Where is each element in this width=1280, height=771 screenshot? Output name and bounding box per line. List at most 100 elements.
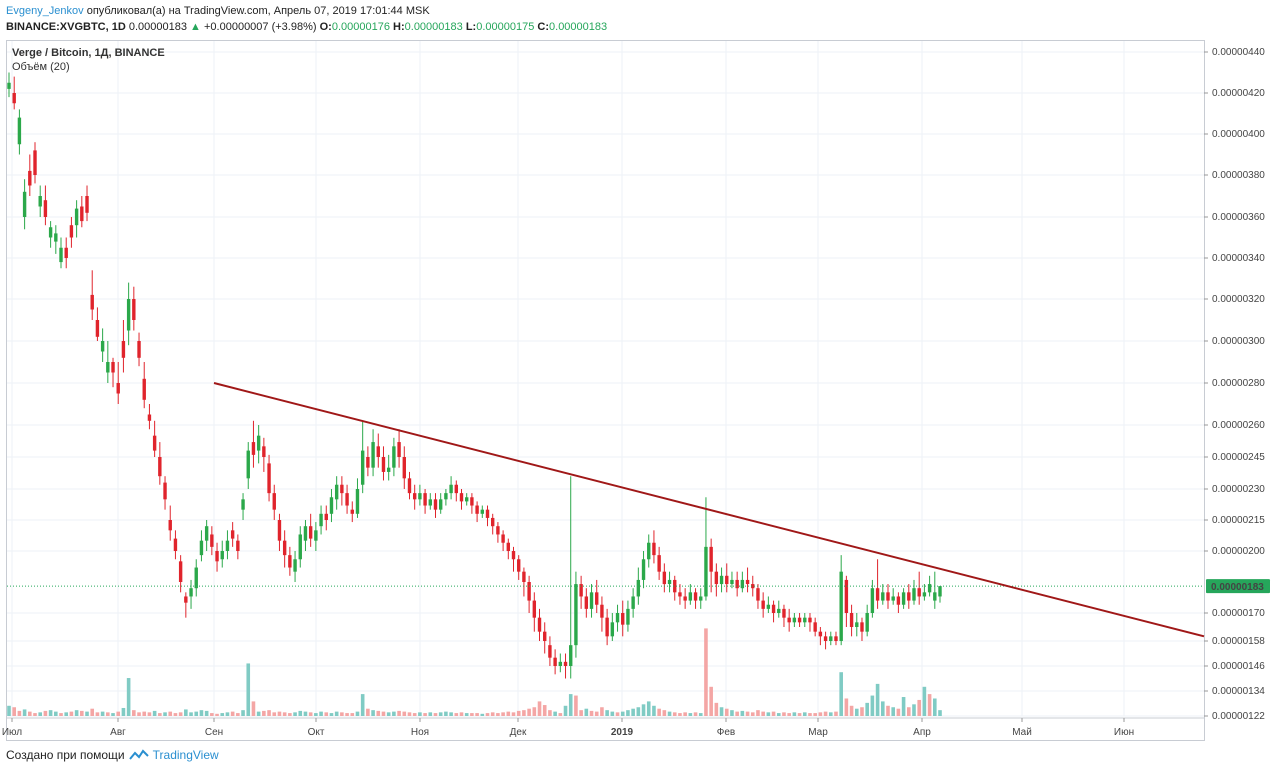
candle-body: [532, 600, 537, 618]
candle-body: [615, 613, 620, 623]
volume-bar: [672, 712, 677, 716]
volume-bar: [626, 710, 630, 716]
volume-bar: [839, 672, 843, 716]
candle-body: [111, 362, 115, 373]
candle-body: [298, 534, 302, 560]
candle-body: [423, 493, 427, 506]
candle-body: [901, 592, 906, 605]
candle-body: [693, 592, 698, 601]
candle-body: [132, 299, 136, 320]
time-tick-label: Окт: [308, 727, 325, 738]
candle-body: [314, 530, 318, 541]
candle-body: [699, 596, 703, 601]
candle-body: [662, 571, 667, 585]
price-tick-label: 0.00000158: [1212, 636, 1265, 647]
candle-body: [189, 588, 193, 597]
candle-body: [480, 509, 485, 514]
volume-bar: [267, 710, 271, 716]
candle-body: [17, 117, 22, 145]
trendline[interactable]: [213, 382, 1205, 638]
volume-bar: [636, 707, 641, 716]
candle-body: [225, 540, 230, 551]
candle-body: [574, 584, 578, 646]
plot-border: [6, 40, 1205, 741]
volume-bar: [407, 712, 412, 716]
volume-bar: [215, 713, 219, 716]
candle-body: [891, 596, 895, 601]
price-axis[interactable]: 0.00000440 0.00000420 0.00000400 0.00000380…: [1204, 47, 1265, 722]
volume-bar: [444, 711, 448, 716]
candle-body: [85, 196, 89, 213]
volume-bar: [28, 711, 32, 716]
volume-bar: [730, 710, 734, 716]
volume-bar: [714, 702, 719, 716]
volume-bar: [646, 701, 651, 716]
candle-body: [43, 200, 48, 217]
candle-body: [865, 613, 869, 632]
author-link[interactable]: Evgeny_Jenkov: [6, 5, 84, 17]
candle-body: [142, 378, 146, 400]
candle-body: [376, 446, 380, 457]
volume-bar: [927, 694, 932, 716]
volume-bar: [875, 683, 880, 716]
volume-bar: [771, 711, 776, 716]
candle-body: [251, 442, 256, 455]
volume-bar: [662, 710, 667, 716]
candle-body: [277, 520, 282, 541]
candle-body: [714, 571, 719, 585]
volume-bar: [657, 708, 661, 716]
open-label: O:: [319, 21, 332, 33]
volume-bar: [423, 713, 427, 716]
volume-bar: [412, 713, 417, 716]
candle-body: [595, 592, 599, 605]
candle-body: [517, 559, 521, 572]
volume-bar: [844, 698, 849, 716]
candle-body: [454, 484, 458, 494]
candle-body: [33, 150, 37, 175]
volume-bar: [766, 712, 771, 716]
candle-body: [813, 622, 817, 632]
volume-bar: [579, 710, 583, 716]
volume-bar: [371, 710, 375, 716]
footer-brand[interactable]: TradingView: [152, 748, 219, 762]
candle-body: [397, 442, 401, 457]
candle-body: [324, 513, 328, 520]
time-axis[interactable]: Июл Авг Сен Окт Ноя Дек 2019 Фев Мар Апр Май Июн: [2, 717, 1204, 738]
candle-body: [147, 414, 152, 421]
high-value: 0.00000183: [404, 21, 463, 33]
volume-bar: [74, 710, 79, 716]
price-tick-label: 0.00000320: [1212, 294, 1265, 305]
candle-body: [168, 520, 172, 531]
symbol-label: BINANCE:XVGBTC, 1D: [6, 21, 126, 33]
price-tick-label: 0.00000300: [1212, 336, 1265, 347]
volume-bar: [865, 702, 869, 716]
candle-body: [360, 450, 365, 485]
candle-body: [849, 613, 854, 627]
volume-bar: [537, 701, 542, 716]
candle-body: [589, 592, 594, 609]
candle-body: [652, 542, 656, 556]
price-tick-label: 0.00000215: [1212, 515, 1265, 526]
price-tick-label: 0.00000360: [1212, 212, 1265, 223]
volume-bar: [615, 712, 620, 716]
volume-bar: [802, 712, 807, 716]
candle-body: [496, 526, 500, 535]
price-tick-label: 0.00000260: [1212, 420, 1265, 431]
volume-bar: [886, 705, 890, 716]
volume-bar: [527, 708, 531, 716]
candle-body: [777, 608, 781, 613]
volume-bar: [449, 712, 453, 716]
volume-bar: [334, 711, 339, 716]
time-tick-label: Апр: [913, 727, 931, 738]
candle-body: [256, 435, 261, 451]
candle-body: [792, 617, 797, 623]
candle-body: [553, 657, 557, 666]
volume-bar: [90, 708, 95, 716]
candle-body: [610, 622, 615, 637]
volume-bar: [397, 710, 401, 716]
volume-bar: [834, 711, 838, 716]
volume-bar: [709, 686, 713, 716]
volume-bar: [813, 713, 817, 716]
volume-bar: [693, 712, 698, 716]
